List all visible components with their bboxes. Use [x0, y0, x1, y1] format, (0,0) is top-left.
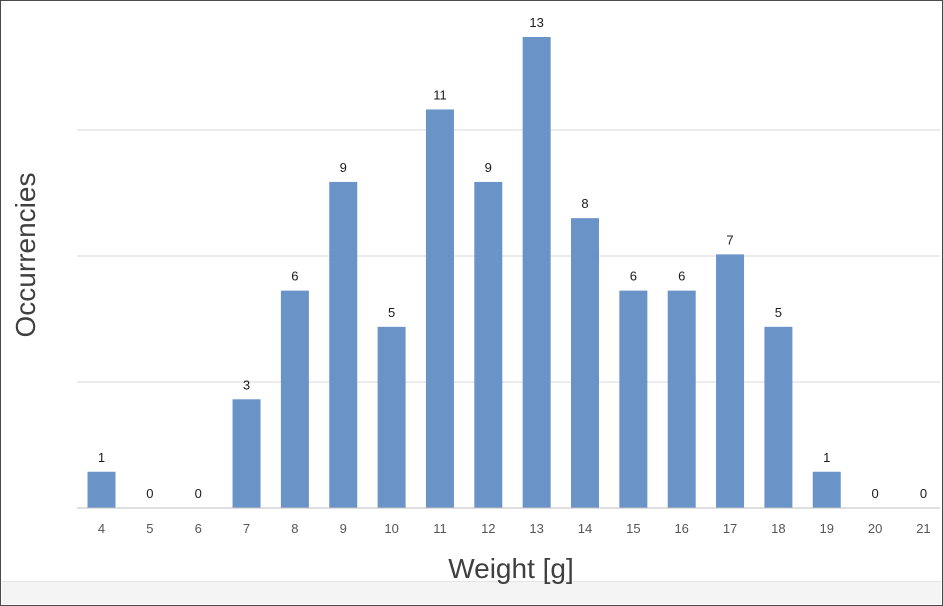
- x-tick-label: 19: [820, 521, 834, 536]
- data-label: 5: [388, 305, 395, 320]
- data-label: 0: [871, 486, 878, 501]
- x-tick-label: 18: [771, 521, 785, 536]
- x-tick-label: 16: [674, 521, 688, 536]
- x-tick-label: 8: [291, 521, 298, 536]
- data-label: 6: [678, 269, 685, 284]
- x-tick-label: 11: [433, 521, 447, 536]
- x-tick-labels: 4 5 6 7 8 9 10 11 12 13 14 15 16 17 18 19 20 21: [98, 521, 931, 536]
- x-tick-label: 17: [723, 521, 737, 536]
- x-tick-label: 20: [868, 521, 882, 536]
- x-tick-label: 12: [481, 521, 495, 536]
- x-tick-label: 9: [340, 521, 347, 536]
- x-tick-label: 21: [916, 521, 930, 536]
- data-label: 11: [433, 87, 447, 102]
- x-tick-label: 7: [243, 521, 250, 536]
- x-tick-label: 4: [98, 521, 105, 536]
- footer-strip: [2, 581, 941, 604]
- bar: [619, 290, 648, 508]
- x-tick-label: 15: [626, 521, 640, 536]
- gridlines: [77, 129, 940, 383]
- data-label: 3: [243, 377, 250, 392]
- data-label: 7: [726, 232, 733, 247]
- bar: [667, 290, 696, 508]
- data-label: 8: [581, 196, 588, 211]
- x-tick-label: 5: [146, 521, 153, 536]
- x-tick-label: 10: [384, 521, 398, 536]
- bar: [280, 290, 309, 508]
- bar: [87, 471, 116, 508]
- data-label: 9: [340, 160, 347, 175]
- bar: [329, 181, 358, 508]
- data-label: 1: [98, 450, 105, 465]
- data-labels: 1 0 0 3 6 9 5 11 9 13 8 6 6 7 5 1 0 0: [98, 15, 927, 501]
- x-tick-label: 6: [195, 521, 202, 536]
- x-tick-label: 13: [529, 521, 543, 536]
- bar: [571, 218, 599, 508]
- bar: [716, 254, 745, 508]
- bar: [425, 109, 454, 508]
- data-label: 6: [630, 269, 637, 284]
- data-label: 13: [529, 15, 543, 30]
- bar: [232, 399, 261, 508]
- x-axis-title: Weight [g]: [448, 553, 574, 584]
- bar: [522, 37, 551, 508]
- data-label: 0: [920, 486, 927, 501]
- data-label: 0: [146, 486, 153, 501]
- data-label: 0: [195, 486, 202, 501]
- data-label: 5: [775, 305, 782, 320]
- y-axis-title: Occurrencies: [10, 173, 41, 338]
- data-label: 1: [823, 450, 830, 465]
- data-label: 9: [485, 160, 492, 175]
- bars: [87, 37, 841, 508]
- bar: [812, 471, 841, 508]
- data-label: 6: [291, 269, 298, 284]
- bar: [377, 326, 406, 508]
- x-tick-label: 14: [578, 521, 592, 536]
- bar: [764, 326, 793, 508]
- bar: [474, 181, 503, 508]
